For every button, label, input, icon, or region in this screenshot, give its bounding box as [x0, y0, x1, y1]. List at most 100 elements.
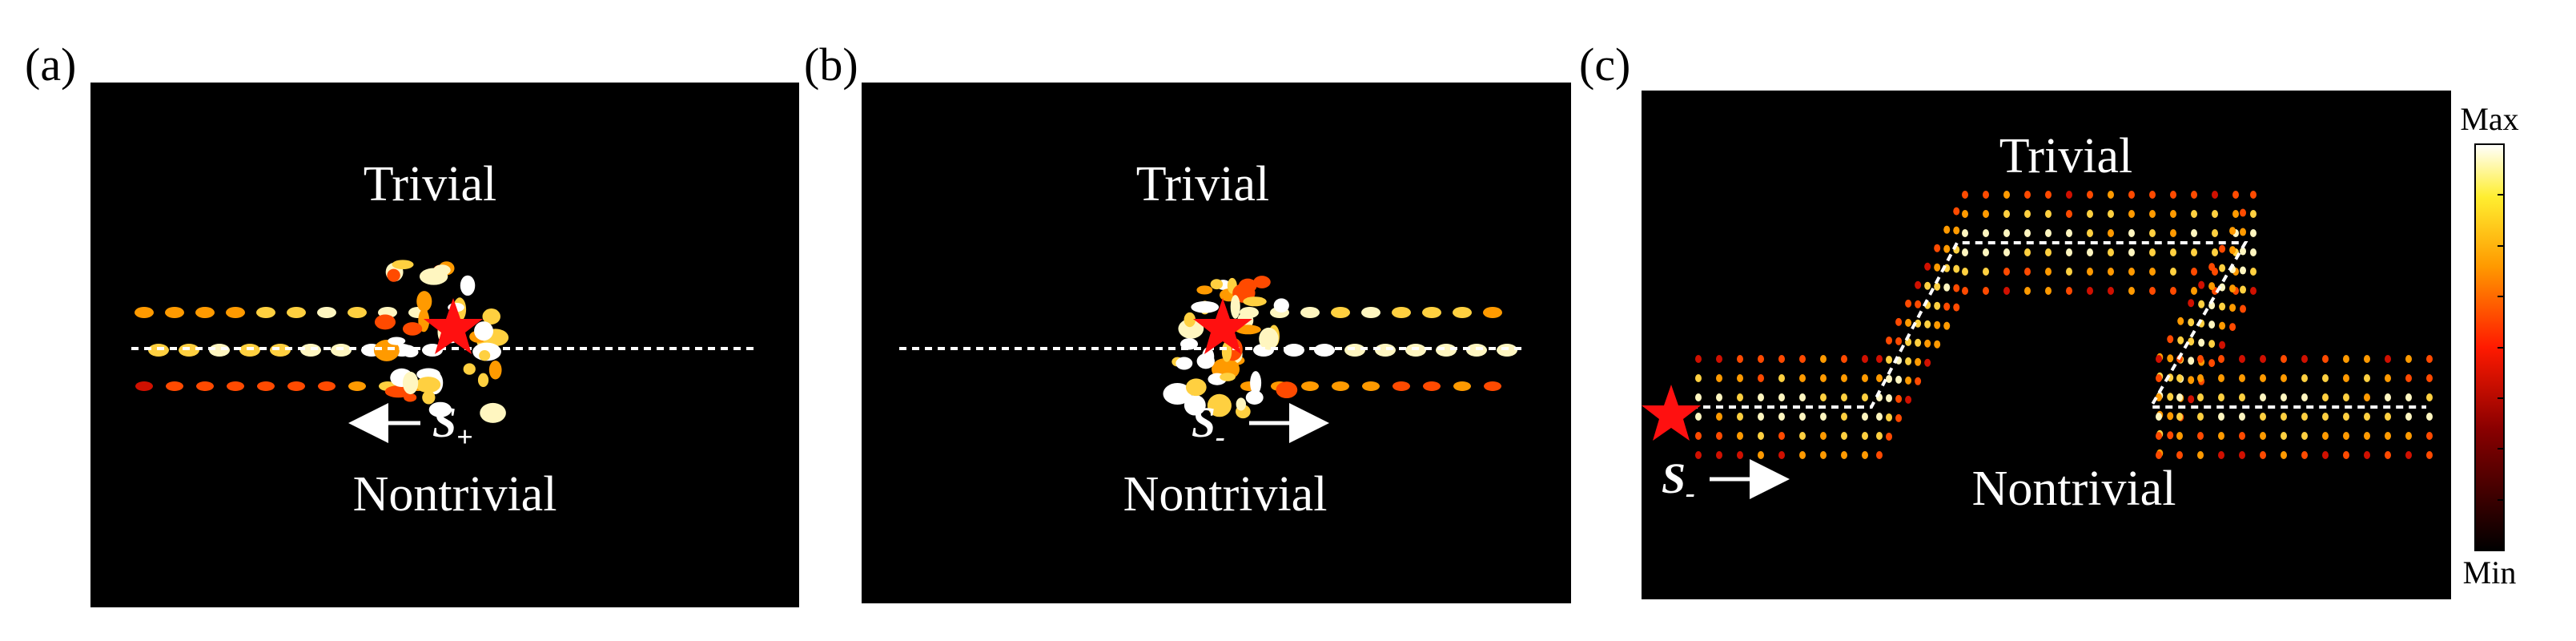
field-spot: [1934, 301, 1941, 310]
field-spot: [2170, 268, 2176, 276]
field-spot: [2426, 355, 2433, 363]
field-spot: [2197, 432, 2204, 440]
field-spot: [1695, 451, 1702, 459]
field-spot: [1758, 413, 1764, 421]
field-spot: [2149, 191, 2156, 199]
field-spot: [2197, 393, 2204, 401]
field-spot: [2176, 393, 2183, 401]
field-spot: [257, 381, 275, 391]
field-spot: [477, 373, 489, 388]
field-spot: [1915, 338, 1922, 347]
region-label: Nontrivial: [353, 467, 557, 522]
field-spot: [2426, 393, 2433, 401]
field-spot: [2322, 451, 2329, 459]
field-spot: [2045, 191, 2052, 199]
field-spot: [348, 381, 366, 391]
field-spot: [2003, 287, 2010, 295]
field-spot: [2322, 393, 2329, 401]
field-spot: [1886, 374, 1893, 383]
field-spot: [1245, 390, 1264, 405]
field-spot: [1915, 357, 1922, 366]
field-spot: [2188, 299, 2195, 308]
field-spot: [1895, 375, 1903, 384]
field-spot: [1184, 394, 1206, 416]
field-spot: [1196, 285, 1213, 295]
field-spot: [2343, 374, 2349, 382]
field-spot: [2281, 432, 2287, 440]
source-label: S-: [1192, 398, 1225, 453]
field-spot: [1695, 374, 1702, 382]
field-spot: [2219, 244, 2226, 253]
field-spot: [2343, 355, 2349, 363]
field-spot: [2218, 413, 2224, 421]
field-spot: [1953, 284, 1960, 292]
field-spot: [2281, 374, 2287, 382]
field-spot: [1915, 377, 1922, 385]
field-spot: [1301, 381, 1319, 391]
field-spot: [2219, 264, 2226, 272]
field-spot: [1716, 355, 1722, 363]
field-spot: [2301, 432, 2308, 440]
field-spot: [2170, 210, 2176, 218]
field-spot: [422, 390, 436, 405]
field-spot: [2024, 268, 2031, 276]
field-spot: [1886, 336, 1893, 345]
field-spot: [1737, 432, 1743, 440]
field-spot: [404, 393, 417, 402]
field-spot: [2066, 287, 2072, 295]
field-spot: [2024, 210, 2031, 218]
field-spot: [2405, 413, 2412, 421]
field-spot: [1453, 307, 1472, 318]
field-spot: [387, 268, 400, 282]
region-label: Nontrivial: [1972, 462, 2176, 516]
field-spot: [2250, 248, 2257, 256]
field-spot: [318, 381, 336, 391]
field-spot: [2066, 248, 2072, 256]
field-spot: [2156, 355, 2162, 363]
field-spot: [1924, 320, 1931, 329]
field-spot: [2229, 227, 2236, 236]
field-spot: [1876, 355, 1883, 363]
field-spot: [2301, 451, 2308, 459]
field-spot: [2212, 191, 2218, 199]
field-spot: [482, 308, 500, 325]
field-spot: [1886, 355, 1893, 364]
field-spot: [2045, 268, 2052, 276]
field-spot: [2188, 337, 2195, 346]
field-spot: [2301, 374, 2308, 382]
field-spot: [2149, 268, 2156, 276]
field-spot: [2003, 229, 2010, 237]
field-spot: [2167, 393, 2174, 401]
source-label: S+: [432, 398, 473, 453]
field-spot: [2218, 432, 2224, 440]
field-spot: [2197, 374, 2204, 382]
field-spot: [1924, 358, 1931, 367]
field-spot: [1862, 393, 1868, 401]
field-spot: [1934, 320, 1941, 329]
field-spot: [373, 339, 400, 361]
field-spot: [1695, 355, 1702, 363]
field-spot: [2364, 432, 2370, 440]
field-spot: [2170, 248, 2176, 256]
field-spot: [2426, 451, 2433, 459]
field-spot: [1185, 378, 1207, 397]
field-spot: [1915, 300, 1922, 308]
field-spot: [1934, 263, 1941, 272]
interface-line: [1690, 241, 2426, 409]
field-spot: [1331, 307, 1350, 318]
field-spot: [2128, 268, 2135, 276]
field-spot: [2343, 432, 2349, 440]
field-spot: [1196, 353, 1215, 369]
field-spot: [2218, 451, 2224, 459]
field-spot: [2087, 248, 2093, 256]
field-spot: [1259, 327, 1279, 350]
field-spot: [1876, 432, 1883, 440]
field-spot: [1934, 340, 1941, 349]
field-spot: [2149, 210, 2156, 218]
field-spot: [2167, 412, 2174, 421]
field-spot: [2229, 323, 2236, 332]
field-spot: [2197, 355, 2204, 363]
field-spot: [2045, 229, 2052, 237]
field-pattern: [135, 191, 2433, 459]
